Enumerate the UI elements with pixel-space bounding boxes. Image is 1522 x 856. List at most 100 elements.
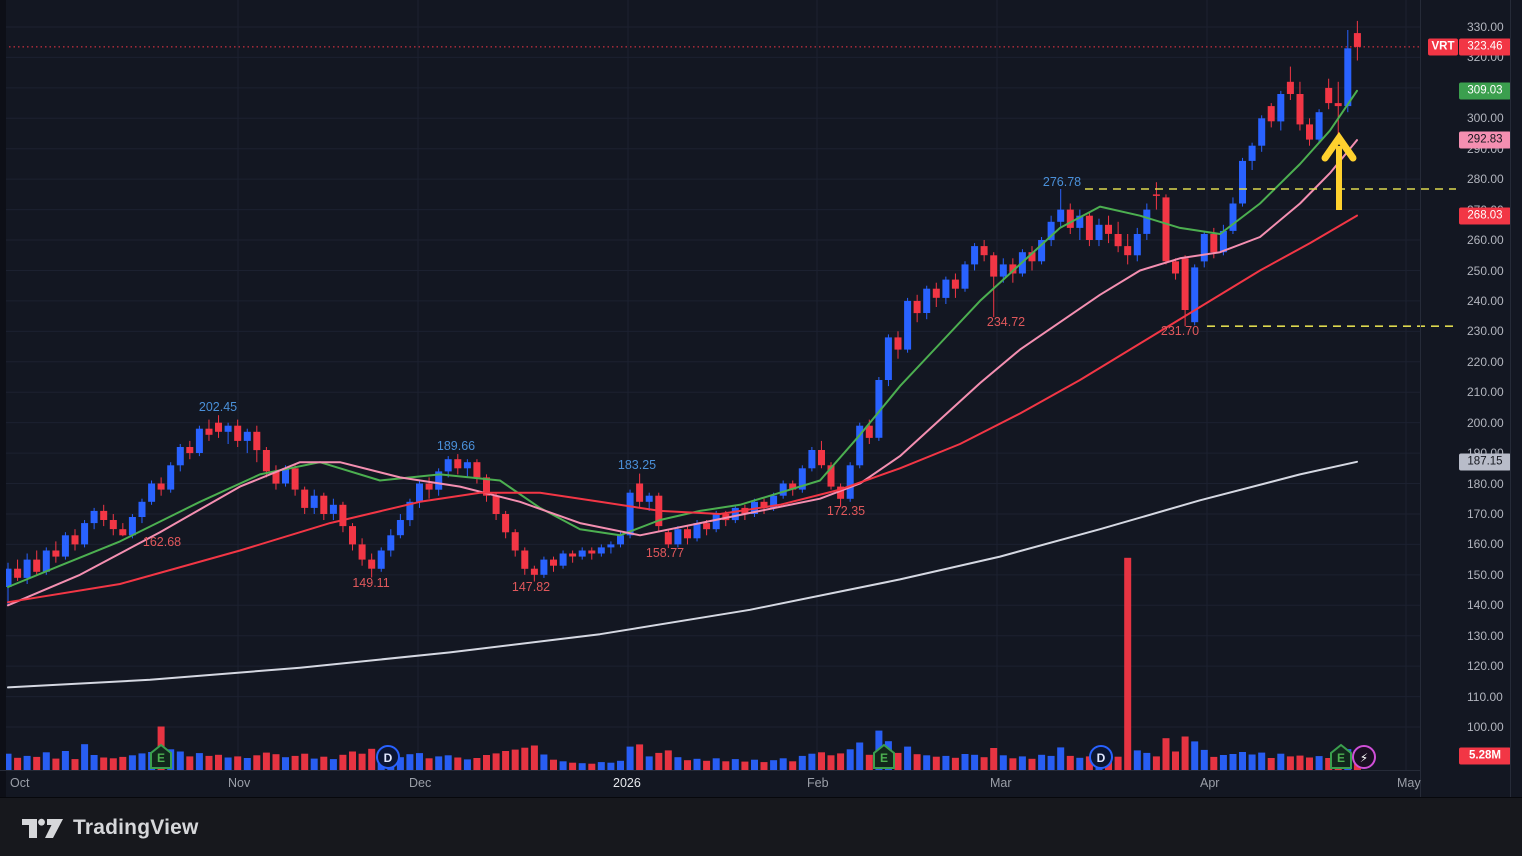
- candle-body: [368, 559, 376, 569]
- candle-body: [1076, 215, 1084, 228]
- earnings-marker[interactable]: E: [1330, 743, 1352, 769]
- candle-body: [837, 486, 845, 499]
- candle-body: [454, 459, 462, 469]
- volume-bar: [1267, 758, 1275, 770]
- candle-body: [636, 483, 644, 502]
- flash-marker[interactable]: ⚡: [1352, 745, 1376, 769]
- volume-bar: [272, 754, 280, 770]
- volume-bar: [856, 742, 864, 770]
- candle-body: [1028, 252, 1036, 262]
- dividend-marker[interactable]: D: [376, 745, 400, 769]
- candle-body: [971, 246, 979, 265]
- candle-body: [1315, 112, 1323, 140]
- volume-bar: [186, 756, 194, 770]
- tradingview-logo[interactable]: TradingView: [22, 812, 199, 844]
- volume-bar: [1076, 757, 1084, 770]
- candle-body: [559, 553, 567, 566]
- time-axis[interactable]: Oct Nov Dec 2026 Feb Mar Apr May: [0, 770, 1421, 798]
- volume-bar: [530, 745, 538, 770]
- up-arrow-head[interactable]: [1321, 131, 1357, 162]
- volume-bar: [253, 755, 261, 770]
- dividend-badge-letter: D: [1097, 751, 1106, 765]
- candle-body: [167, 465, 175, 490]
- candlestick-chart[interactable]: 202.45 189.66 183.25 276.78 162.68 149.11 147.…: [0, 0, 1456, 770]
- candle-body: [990, 255, 998, 277]
- dividend-badge-shape: [1089, 745, 1113, 769]
- candle-body: [128, 517, 136, 536]
- volume-bar: [262, 752, 270, 770]
- volume-bar: [894, 752, 902, 770]
- candle-body: [607, 544, 615, 548]
- price-annotation-high: 189.66: [437, 439, 475, 453]
- volume-bar: [1229, 754, 1237, 770]
- volume-bar: [329, 759, 337, 770]
- candle-body: [349, 526, 356, 545]
- candle-body: [148, 483, 156, 502]
- price-annotation-low: 147.82: [512, 580, 550, 594]
- candle-body: [435, 471, 443, 490]
- candle-body: [1334, 103, 1342, 107]
- volume-bar: [521, 747, 529, 770]
- earnings-marker[interactable]: E: [150, 743, 172, 769]
- candle-body: [999, 264, 1007, 277]
- price-tag: 309.03: [1459, 82, 1511, 100]
- volume-bar: [1047, 755, 1055, 770]
- symbol-tag: VRT: [1428, 38, 1458, 56]
- volume-bar: [865, 754, 873, 770]
- candle-body: [932, 288, 940, 298]
- candle-body: [176, 447, 184, 466]
- ma-slow-red: [7, 214, 1358, 604]
- price-annotation-low: 158.77: [646, 546, 684, 560]
- time-axis-month-label: Mar: [990, 776, 1012, 790]
- volume-bar: [291, 755, 299, 770]
- volume-bar: [760, 762, 768, 770]
- candle-body: [521, 550, 529, 569]
- candle-body: [119, 529, 127, 536]
- volume-bar: [215, 754, 222, 770]
- candle-body: [23, 559, 31, 578]
- volume-bar: [406, 754, 414, 770]
- volume-bar: [502, 751, 510, 770]
- price-annotation-high: 183.25: [618, 458, 656, 472]
- volume-bar: [119, 756, 127, 770]
- price-tag: 292.83: [1459, 131, 1511, 149]
- volume-bar: [511, 749, 519, 770]
- volume-bar: [913, 754, 921, 770]
- volume-bar: [645, 756, 653, 770]
- footer-bar: TradingView: [0, 797, 1522, 856]
- volume-bar: [128, 755, 136, 770]
- price-axis[interactable]: 330.00320.00310.00300.00290.00280.00270.…: [1420, 0, 1511, 797]
- volume-bar: [90, 755, 98, 770]
- candle-body: [1066, 209, 1074, 228]
- chart-pane[interactable]: 202.45 189.66 183.25 276.78 162.68 149.11 147.…: [0, 0, 1456, 770]
- volume-bar: [951, 757, 959, 770]
- volume-bar: [205, 755, 213, 770]
- price-axis-right-margin: [1510, 0, 1522, 797]
- candle-body: [1210, 234, 1218, 253]
- volume-bar: [1258, 752, 1266, 770]
- candle-body: [550, 559, 557, 566]
- volume-bar: [712, 758, 720, 770]
- volume-bar: [741, 761, 749, 770]
- candle-body: [1085, 215, 1093, 240]
- volume-bar: [846, 749, 854, 770]
- dividend-marker[interactable]: D: [1089, 745, 1113, 769]
- price-tick-label: 180.00: [1467, 476, 1504, 491]
- price-tag: 268.03: [1459, 207, 1511, 225]
- candle-body: [684, 529, 691, 539]
- earnings-badge-letter: E: [1337, 751, 1345, 765]
- candle-body: [301, 489, 309, 508]
- time-axis-month-label: Dec: [409, 776, 432, 790]
- price-annotation-high: 276.78: [1043, 175, 1081, 189]
- volume-bar: [42, 752, 50, 770]
- volume-bar: [597, 762, 605, 770]
- volume-bar: [1248, 754, 1256, 770]
- candle-body: [224, 425, 232, 432]
- candle-body: [1258, 118, 1266, 146]
- earnings-marker[interactable]: E: [873, 743, 895, 769]
- volume-bar: [1162, 738, 1170, 770]
- volume-bar: [463, 759, 471, 770]
- price-tick-label: 280.00: [1467, 172, 1504, 187]
- candle-body: [186, 447, 194, 454]
